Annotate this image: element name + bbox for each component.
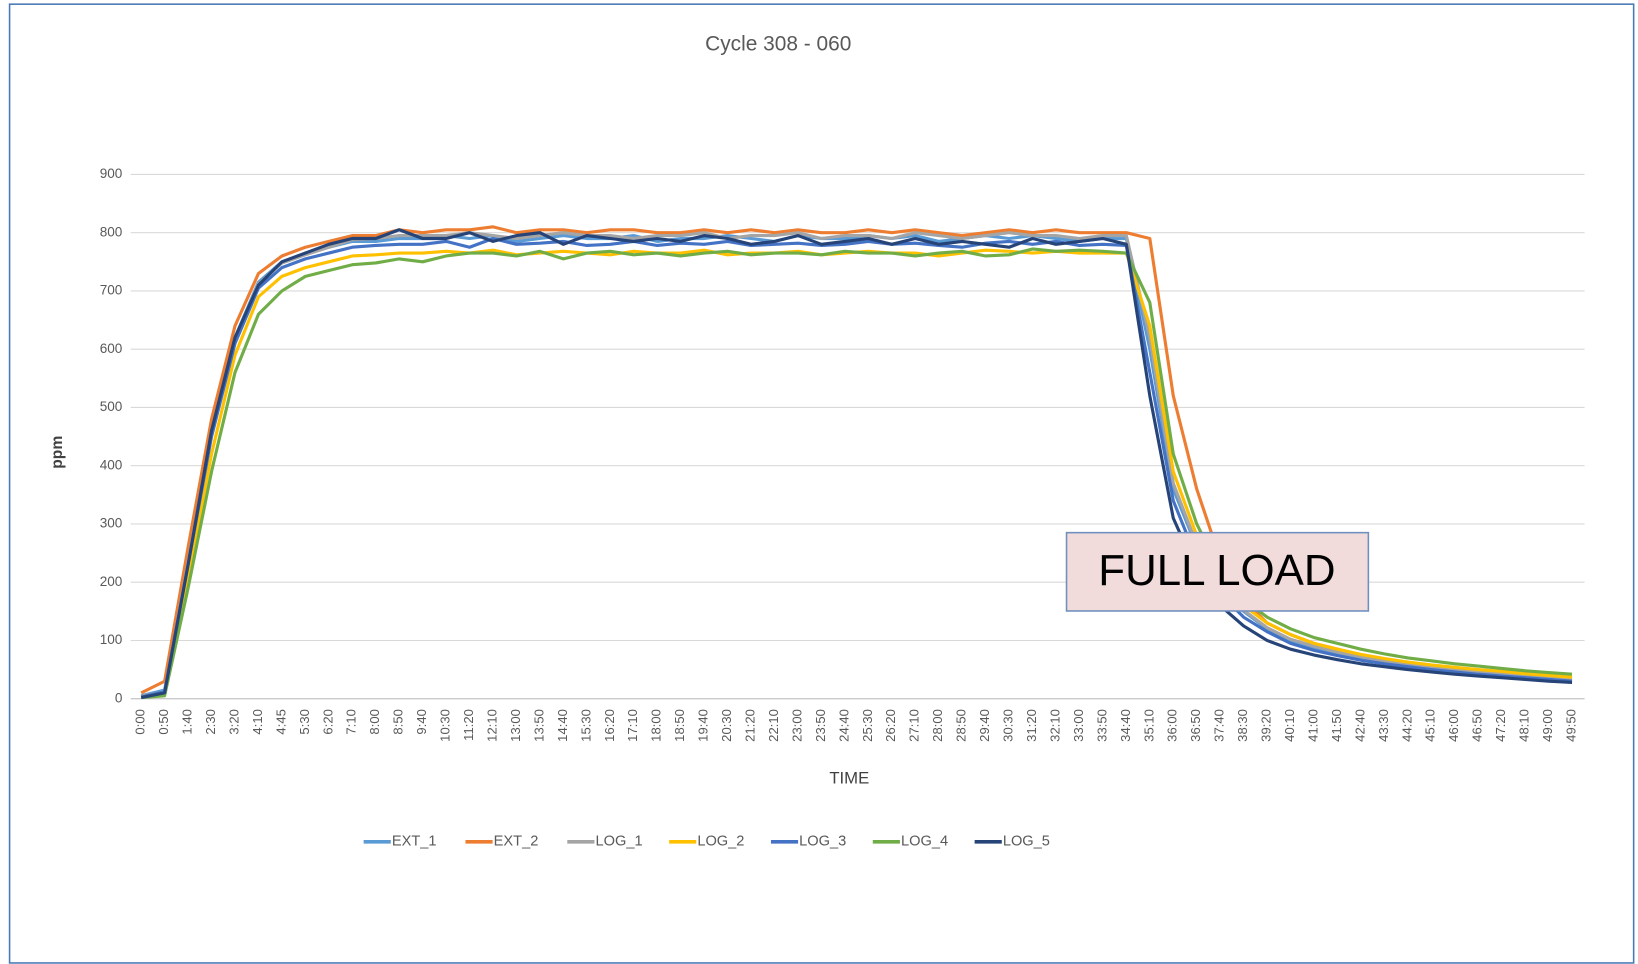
x-tick-label: 44:20 bbox=[1399, 709, 1414, 742]
x-tick-label: 41:00 bbox=[1305, 709, 1320, 742]
x-tick-label: 46:00 bbox=[1446, 709, 1461, 742]
x-tick-label: 16:20 bbox=[602, 709, 617, 742]
x-axis-label: TIME bbox=[829, 769, 869, 788]
x-tick-label: 2:30 bbox=[203, 709, 218, 734]
y-tick-label: 500 bbox=[100, 399, 123, 414]
legend-label: LOG_5 bbox=[1003, 834, 1050, 850]
x-tick-label: 18:50 bbox=[672, 709, 687, 742]
x-tick-label: 35:10 bbox=[1141, 709, 1156, 742]
x-tick-label: 41:50 bbox=[1329, 709, 1344, 742]
x-tick-label: 34:40 bbox=[1118, 709, 1133, 742]
x-tick-label: 46:50 bbox=[1470, 709, 1485, 742]
legend-label: EXT_1 bbox=[392, 834, 437, 850]
legend-label: LOG_2 bbox=[697, 834, 744, 850]
x-tick-label: 5:30 bbox=[297, 709, 312, 734]
x-tick-label: 8:50 bbox=[391, 709, 406, 734]
x-tick-label: 18:00 bbox=[649, 709, 664, 742]
legend-label: LOG_3 bbox=[799, 834, 846, 850]
legend-label: LOG_1 bbox=[595, 834, 642, 850]
x-tick-label: 1:40 bbox=[180, 709, 195, 734]
series-line bbox=[141, 247, 1573, 700]
x-tick-label: 10:30 bbox=[438, 709, 453, 742]
x-tick-label: 45:10 bbox=[1423, 709, 1438, 742]
x-tick-label: 19:40 bbox=[696, 709, 711, 742]
chart-title: Cycle 308 - 060 bbox=[705, 32, 851, 55]
x-tick-label: 4:45 bbox=[273, 709, 288, 734]
legend-label: LOG_4 bbox=[901, 834, 948, 850]
x-tick-label: 9:40 bbox=[414, 709, 429, 734]
x-tick-label: 17:10 bbox=[625, 709, 640, 742]
x-tick-label: 11:20 bbox=[461, 709, 476, 741]
x-tick-label: 13:00 bbox=[508, 709, 523, 742]
x-tick-label: 6:20 bbox=[320, 709, 335, 734]
series-line bbox=[140, 228, 1573, 700]
x-tick-label: 15:30 bbox=[578, 709, 593, 742]
series-line bbox=[140, 236, 1573, 699]
x-tick-label: 43:30 bbox=[1376, 709, 1391, 742]
x-tick-label: 23:50 bbox=[813, 709, 828, 742]
x-tick-label: 7:10 bbox=[344, 709, 359, 734]
x-tick-label: 26:20 bbox=[883, 709, 898, 742]
x-tick-label: 40:10 bbox=[1282, 709, 1297, 742]
x-tick-label: 24:40 bbox=[836, 709, 851, 742]
x-tick-label: 28:00 bbox=[930, 709, 945, 742]
x-tick-label: 38:30 bbox=[1235, 709, 1250, 742]
y-tick-label: 400 bbox=[100, 457, 123, 472]
x-tick-label: 0:50 bbox=[156, 709, 171, 734]
y-tick-label: 300 bbox=[100, 516, 123, 531]
annotation-box bbox=[1065, 531, 1370, 612]
x-tick-label: 36:50 bbox=[1188, 709, 1203, 742]
x-tick-label: 12:10 bbox=[484, 709, 499, 742]
x-tick-label: 42:40 bbox=[1352, 709, 1367, 742]
x-tick-label: 32:10 bbox=[1047, 709, 1062, 742]
x-tick-label: 13:50 bbox=[531, 709, 546, 742]
x-tick-label: 31:20 bbox=[1024, 709, 1039, 742]
x-tick-label: 49:00 bbox=[1540, 709, 1555, 742]
y-tick-label: 0 bbox=[115, 690, 123, 705]
x-tick-label: 20:30 bbox=[719, 709, 734, 742]
y-tick-label: 600 bbox=[100, 341, 123, 356]
x-tick-label: 21:20 bbox=[742, 709, 757, 742]
x-tick-label: 30:30 bbox=[1001, 709, 1016, 742]
annotation: FULL LOAD bbox=[1098, 546, 1335, 595]
x-tick-label: 14:40 bbox=[555, 709, 570, 742]
y-axis-label: ppm bbox=[49, 436, 66, 469]
x-tick-label: 0:00 bbox=[133, 709, 148, 734]
y-tick-label: 900 bbox=[100, 166, 123, 181]
y-tick-label: 200 bbox=[100, 574, 123, 589]
y-tick-label: 800 bbox=[100, 224, 123, 239]
x-tick-label: 39:20 bbox=[1259, 709, 1274, 742]
x-tick-label: 8:00 bbox=[367, 709, 382, 734]
x-tick-label: 23:00 bbox=[789, 709, 804, 742]
x-tick-label: 28:50 bbox=[954, 709, 969, 742]
x-tick-label: 48:10 bbox=[1517, 709, 1532, 742]
x-tick-label: 27:10 bbox=[907, 709, 922, 742]
x-tick-label: 29:40 bbox=[977, 709, 992, 742]
x-tick-label: 37:40 bbox=[1212, 709, 1227, 742]
x-tick-label: 25:30 bbox=[860, 709, 875, 742]
legend-label: EXT_2 bbox=[494, 834, 539, 850]
y-tick-label: 700 bbox=[100, 283, 123, 298]
y-tick-label: 100 bbox=[100, 632, 123, 647]
x-tick-label: 3:20 bbox=[226, 709, 241, 734]
x-tick-label: 33:50 bbox=[1094, 709, 1109, 742]
x-tick-label: 4:10 bbox=[250, 709, 265, 734]
x-tick-label: 47:20 bbox=[1493, 709, 1508, 742]
x-tick-label: 36:00 bbox=[1165, 709, 1180, 742]
x-tick-label: 33:00 bbox=[1071, 709, 1086, 742]
x-tick-label: 22:10 bbox=[766, 709, 781, 742]
x-tick-label: 49:50 bbox=[1563, 709, 1578, 742]
chart-frame bbox=[8, 3, 1635, 964]
